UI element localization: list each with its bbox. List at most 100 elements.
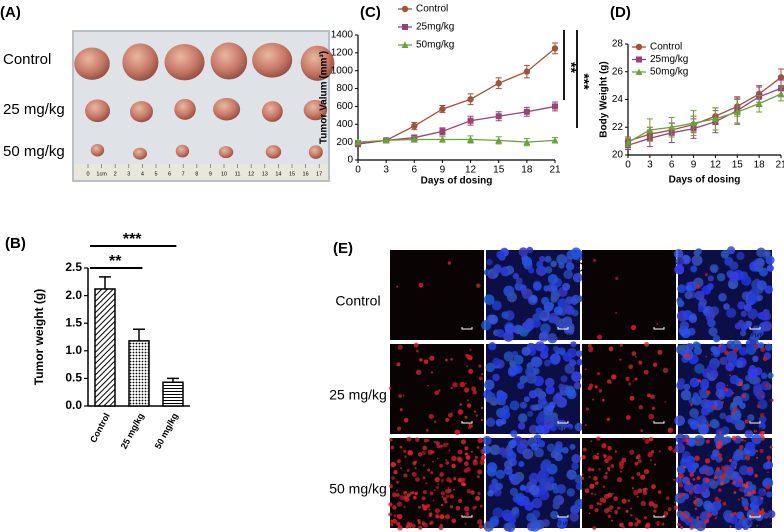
legend-label: 50mg/kg [416,40,454,51]
nucleus [541,459,552,470]
scale-bar [653,421,665,424]
stained-cell [611,519,614,522]
stained-cell [634,522,639,527]
x-tick-label: 6 [412,165,418,176]
stained-cell [717,499,722,503]
nucleus [485,392,496,402]
nucleus [513,365,523,374]
stained-cell [692,478,696,481]
stained-cell [445,358,448,362]
stained-cell [593,476,598,481]
nucleus [523,396,530,403]
nucleus [541,519,550,528]
x-tick-label: 18 [754,160,766,171]
stained-cell [737,498,740,501]
stained-cell [605,471,608,475]
stained-cell [581,476,585,480]
stained-cell [720,400,724,404]
scale-bar [749,515,761,518]
nucleus [518,461,525,468]
stained-cell [733,491,737,494]
nucleus [567,423,574,430]
stained-cell [694,503,698,507]
nucleus [756,294,764,302]
ruler-label: 10 [221,171,227,177]
stained-cell [705,439,710,444]
stained-cell [629,449,635,455]
nucleus [540,311,548,319]
stained-cell [409,491,413,495]
stained-cell [434,508,440,514]
stained-cell [681,492,686,497]
stained-cell [650,450,655,454]
stained-cell [649,459,652,462]
stained-cell [685,442,689,446]
stained-cell [728,459,733,463]
nucleus [515,277,523,285]
nucleus [550,291,560,301]
stained-cell [390,522,394,527]
nucleus [677,284,687,294]
scale-bar [461,327,473,330]
nucleus [489,516,500,526]
nucleus [520,287,528,295]
nucleus [556,419,568,431]
nucleus [730,401,737,409]
nucleus [700,426,707,433]
stained-cell [475,414,478,417]
nucleus [729,261,739,271]
stained-cell [725,466,730,471]
stained-cell [638,405,644,410]
tumor [252,42,293,78]
marker [551,45,559,52]
nucleus [709,264,719,273]
scale-bar [557,515,569,518]
stained-cell [447,261,452,265]
stained-cell [654,463,657,466]
marker [690,119,698,127]
scale-bar [461,515,473,518]
nucleus [734,521,743,531]
stained-cell [616,477,623,483]
stained-cell [680,526,684,530]
stained-cell [596,502,600,505]
stained-cell [724,350,729,356]
stained-cell [769,445,773,449]
nucleus [569,512,580,522]
stained-cell [481,454,486,460]
nucleus [547,274,559,285]
nucleus [758,422,766,430]
stained-cell [664,515,667,518]
stained-cell [636,471,641,476]
nucleus [550,510,559,520]
scale-bar-label: 20 μm [747,520,763,526]
nucleus [685,455,695,465]
nucleus [487,489,494,497]
stained-cell [752,318,754,321]
nucleus [757,342,765,349]
stained-cell [741,496,744,500]
marker [495,113,502,120]
stained-cell [584,423,587,427]
nucleus [508,516,517,524]
stained-cell [617,506,621,510]
nucleus [501,451,508,459]
stained-cell [466,489,471,494]
stained-cell [422,490,427,495]
nucleus [548,312,559,323]
stained-cell [589,483,595,489]
stained-cell [608,346,614,352]
x-tick-label: 6 [669,160,675,171]
nucleus [489,444,501,456]
scale-bar-label: 20 μm [555,332,571,338]
nucleus [698,388,705,396]
stained-cell [598,468,601,471]
stained-cell [642,437,645,440]
tumor [85,99,111,123]
nucleus [536,265,547,277]
stained-cell [474,455,478,459]
legend-label: Control [650,42,682,53]
stained-cell [619,343,623,347]
stained-cell [404,455,407,458]
ruler-label: 1cm [96,171,107,177]
